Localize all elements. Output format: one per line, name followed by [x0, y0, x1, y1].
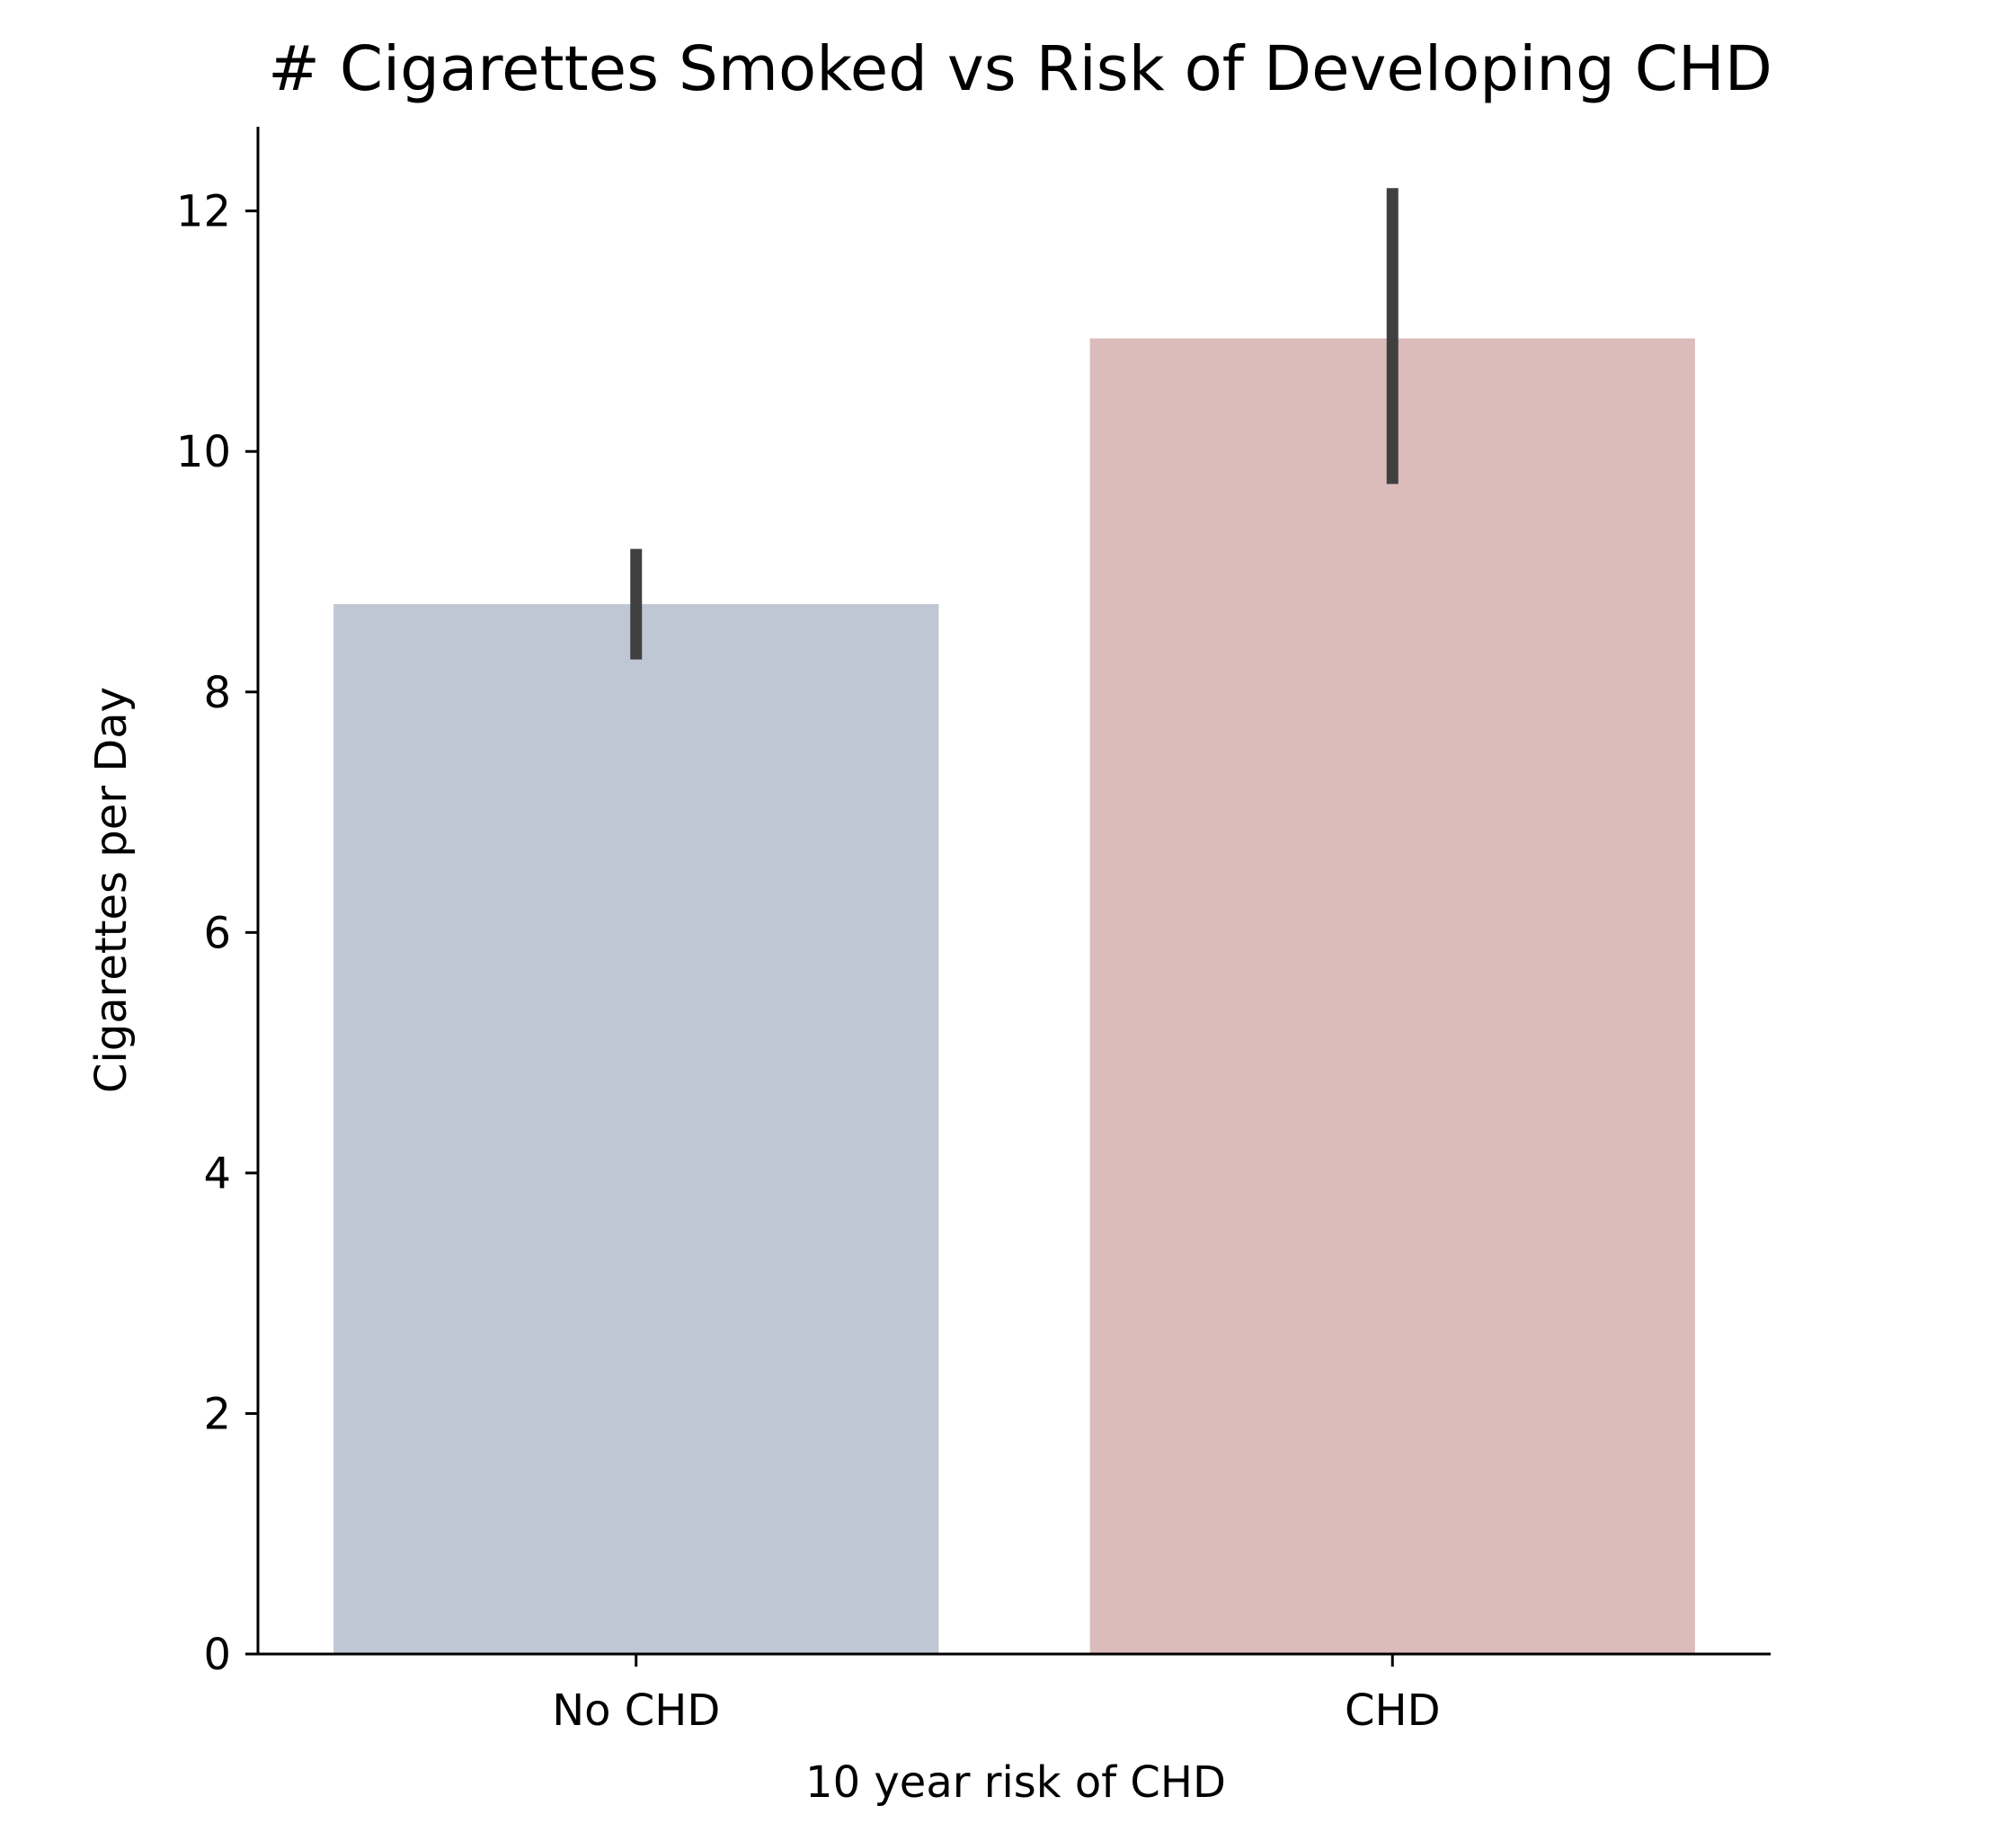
- chart-title: # Cigarettes Smoked vs Risk of Developin…: [268, 33, 1772, 105]
- x-ticks-layer: No CHD CHD: [552, 1654, 1441, 1736]
- x-axis-label: 10 year risk of CHD: [805, 1757, 1226, 1808]
- y-tick-label: 2: [203, 1389, 231, 1439]
- y-tick-label: 12: [176, 187, 231, 237]
- error-bars-layer: [630, 188, 1399, 660]
- y-tick-label: 6: [203, 908, 231, 958]
- x-tick-label: No CHD: [552, 1685, 720, 1736]
- y-tick-label: 0: [203, 1630, 231, 1680]
- y-tick-label: 4: [203, 1149, 231, 1199]
- bars-layer: [333, 338, 1695, 1655]
- bar-no-chd: [333, 604, 939, 1654]
- y-tick-label: 8: [203, 668, 231, 718]
- y-tick-label: 10: [176, 427, 231, 477]
- bar-chd: [1089, 338, 1695, 1655]
- x-tick-label: CHD: [1345, 1685, 1441, 1736]
- y-axis-label: Cigarettes per Day: [86, 687, 137, 1093]
- y-ticks-layer: 0 2 4 6 8 10 12: [176, 187, 258, 1680]
